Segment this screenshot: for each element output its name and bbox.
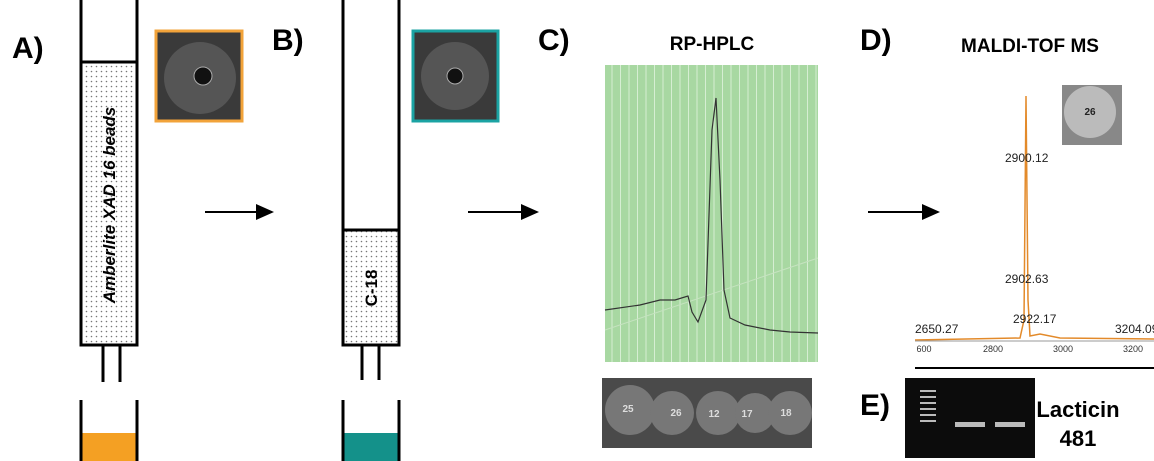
panel-label: B) [272, 24, 304, 57]
column [341, 0, 401, 380]
gel-label: 481 [1060, 426, 1097, 451]
plate-label: 25 [622, 404, 634, 415]
plate-label: 18 [780, 408, 792, 419]
column-label: Amberlite XAD 16 beads [100, 107, 119, 305]
gel [905, 378, 1035, 458]
tick-label: 3200 [1123, 344, 1143, 354]
tick-label: 600 [916, 344, 931, 354]
plate-label: 26 [670, 408, 682, 419]
peak-label: 2900.12 [1005, 151, 1049, 165]
plate-photo: 25 26 12 17 18 [602, 378, 812, 448]
plate-photo [411, 29, 500, 123]
plate-label: 17 [741, 409, 753, 420]
chromatogram [604, 65, 819, 362]
inset-photo: 26 [1062, 85, 1122, 145]
spectrum [914, 95, 1154, 369]
tick-label: 2800 [983, 344, 1003, 354]
peak-label: 2902.63 [1005, 272, 1049, 286]
plate-photo [154, 29, 244, 123]
column-label: C-18 [362, 270, 381, 307]
panel-label: E) [860, 389, 890, 422]
plate-label: 12 [708, 409, 720, 420]
panel-label: D) [860, 24, 892, 57]
panel-title: RP-HPLC [670, 34, 755, 55]
panel-label: C) [538, 24, 570, 57]
panel-title: MALDI-TOF MS [961, 36, 1099, 57]
tick-label: 3000 [1053, 344, 1073, 354]
panel-label: A) [12, 32, 44, 65]
column [79, 0, 139, 382]
plate-label: 26 [1084, 107, 1096, 118]
beaker [341, 400, 401, 461]
range-label: 2650.27 [915, 322, 959, 336]
peak-label: 2922.17 [1013, 312, 1057, 326]
gel-label: Lacticin [1036, 397, 1119, 422]
range-label: 3204.09 [1115, 322, 1154, 336]
beaker [79, 400, 139, 461]
